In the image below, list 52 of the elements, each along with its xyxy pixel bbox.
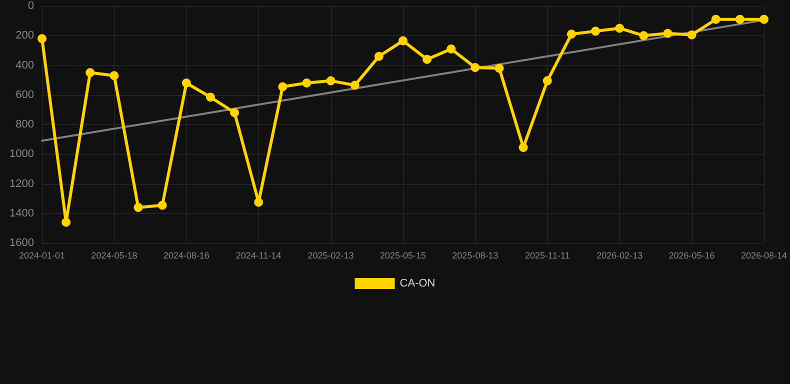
y-tick-label: 1400 — [10, 207, 34, 220]
point — [302, 78, 312, 88]
y-tick-label: 400 — [16, 59, 34, 72]
y-tick-label: 1000 — [10, 148, 34, 160]
point — [230, 108, 240, 118]
point — [422, 54, 432, 64]
point — [566, 30, 576, 39]
y-tick-label: 1200 — [10, 178, 34, 190]
point — [663, 28, 672, 38]
point — [639, 31, 648, 40]
x-tick-label: 2026-05-16 — [668, 250, 715, 260]
y-tick-label: 0 — [28, 0, 34, 12]
point — [398, 36, 408, 46]
point — [591, 26, 600, 36]
x-tick-label: 2025-11-11 — [525, 250, 570, 260]
x-tick-label: 2026-02-13 — [596, 250, 643, 260]
point — [494, 64, 504, 73]
x-tick-label: 2024-05-18 — [91, 250, 138, 260]
point — [158, 200, 167, 210]
legend-label: CA-ON — [400, 278, 436, 290]
point — [759, 14, 768, 24]
x-tick-label: 2024-11-14 — [236, 250, 282, 260]
point — [470, 62, 480, 72]
point — [254, 198, 264, 207]
point — [326, 76, 336, 86]
point — [62, 218, 71, 227]
point — [735, 14, 744, 24]
point — [38, 34, 46, 44]
y-tick-label: 800 — [16, 118, 34, 130]
point — [86, 68, 95, 78]
y-tick-label: 600 — [16, 88, 34, 101]
y-tick-label: 200 — [16, 30, 34, 42]
point — [110, 71, 119, 80]
point — [711, 14, 720, 24]
x-tick-label: 2026-08-14 — [740, 250, 788, 260]
point — [350, 80, 360, 90]
point — [206, 92, 215, 102]
x-tick-label: 2024-01-01 — [18, 250, 66, 260]
point — [446, 44, 456, 54]
point — [134, 202, 143, 212]
point — [687, 30, 696, 40]
point — [518, 142, 528, 152]
point — [615, 24, 624, 33]
x-tick-label: 2024-08-16 — [163, 250, 210, 260]
point — [278, 82, 288, 92]
point — [182, 78, 191, 88]
x-tick-label: 2025-08-13 — [452, 250, 498, 260]
x-tick-label: 2025-05-15 — [380, 250, 426, 260]
y-tick-label: 1600 — [10, 237, 34, 249]
x-tick-label: 2025-02-13 — [308, 250, 354, 260]
point — [542, 76, 552, 86]
point — [374, 52, 384, 61]
